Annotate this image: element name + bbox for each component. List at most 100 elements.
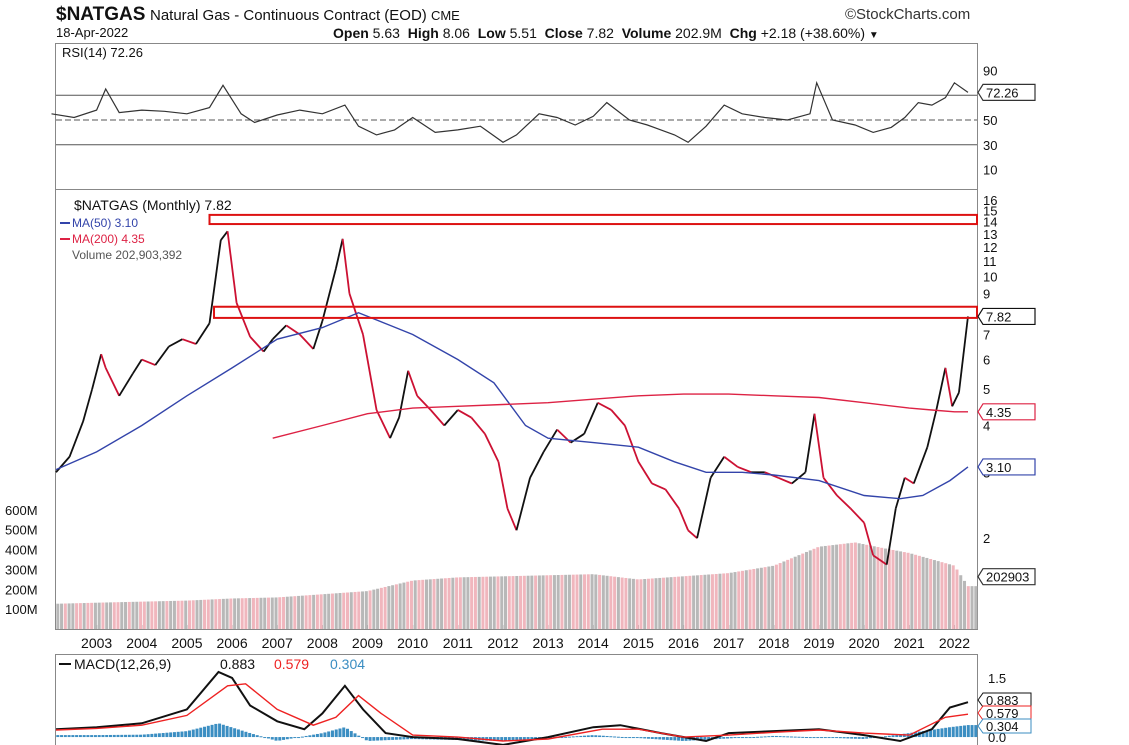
open-label: Open bbox=[333, 25, 369, 41]
price-segment bbox=[375, 409, 391, 439]
volume-bar bbox=[947, 564, 951, 629]
volume-bar bbox=[868, 545, 872, 629]
volume-bar bbox=[507, 576, 511, 629]
macd-hist-bar bbox=[297, 737, 301, 739]
volume-bar bbox=[842, 543, 846, 629]
macd-hist-bar bbox=[402, 737, 406, 740]
volume-bar bbox=[203, 599, 207, 629]
price-segment bbox=[484, 433, 500, 463]
macd-hist-bar bbox=[391, 737, 395, 740]
volume-value: 202.9M bbox=[675, 25, 722, 41]
volume-bar bbox=[816, 547, 820, 629]
macd-hist-bar bbox=[488, 737, 492, 741]
macd-hist-bar bbox=[195, 728, 199, 738]
volume-tick-600: 600M bbox=[5, 503, 38, 518]
volume-bar bbox=[236, 598, 240, 629]
volume-bar bbox=[312, 594, 316, 629]
macd-hist-bar bbox=[966, 725, 970, 738]
volume-bar bbox=[646, 578, 650, 629]
macd-hist-bar bbox=[774, 735, 778, 738]
price-segment bbox=[951, 392, 960, 407]
volume-bar bbox=[195, 600, 199, 629]
macd-hist-bar bbox=[891, 735, 895, 738]
volume-bar bbox=[379, 587, 383, 629]
x-tick-label: 2009 bbox=[352, 635, 383, 651]
price-segment bbox=[863, 522, 875, 556]
macd-hist-bar bbox=[221, 724, 225, 738]
price-segment bbox=[285, 324, 301, 336]
close-label: Close bbox=[544, 25, 583, 41]
price-segment bbox=[583, 402, 599, 435]
volume-bar bbox=[440, 578, 444, 629]
chg-value: +2.18 (+38.60%) bbox=[760, 25, 866, 41]
volume-bar bbox=[710, 574, 714, 629]
macd-hist-bar bbox=[383, 737, 387, 741]
volume-tick-400: 400M bbox=[5, 543, 38, 558]
volume-bar bbox=[105, 602, 109, 629]
volume-bar bbox=[714, 573, 718, 629]
macd-hist-bar bbox=[631, 737, 635, 739]
macd-hist-bar bbox=[361, 737, 365, 739]
volume-bar bbox=[116, 602, 120, 629]
price-tick-5: 5 bbox=[983, 382, 990, 397]
macd-hist-bar bbox=[353, 733, 357, 738]
volume-bar bbox=[124, 602, 128, 629]
volume-bar bbox=[778, 563, 782, 629]
macd-hist-bar bbox=[214, 723, 218, 738]
x-tick-label: 2022 bbox=[939, 635, 970, 651]
macd-hist-bar bbox=[266, 737, 270, 739]
volume-bar bbox=[929, 558, 933, 629]
macd-hist-bar bbox=[857, 737, 861, 739]
price-segment bbox=[804, 413, 816, 473]
volume-bar bbox=[206, 599, 210, 629]
macd-hist-bar bbox=[176, 731, 180, 738]
volume-bar bbox=[413, 580, 417, 629]
volume-bar bbox=[756, 568, 760, 629]
volume-bar bbox=[255, 597, 259, 629]
volume-bar bbox=[146, 601, 150, 629]
volume-bar bbox=[703, 574, 707, 629]
volume-bar bbox=[139, 601, 143, 629]
volume-bar bbox=[127, 601, 131, 629]
price-segment bbox=[68, 421, 84, 458]
volume-bar bbox=[692, 575, 696, 629]
volume-bar bbox=[391, 585, 395, 629]
volume-bar bbox=[974, 586, 978, 629]
macd-hist-bar bbox=[658, 737, 662, 740]
volume-bar bbox=[274, 597, 278, 629]
price-segment bbox=[141, 358, 156, 366]
macd-hist-bar bbox=[105, 734, 109, 738]
volume-bar bbox=[97, 602, 101, 629]
macd-hist-bar bbox=[78, 735, 82, 738]
volume-bar bbox=[662, 577, 666, 629]
macd-hist-bar bbox=[820, 737, 824, 739]
macd-hist-bar bbox=[67, 735, 71, 738]
volume-bar bbox=[86, 602, 90, 629]
volume-bar bbox=[308, 595, 312, 629]
symbol-title: $NATGAS bbox=[56, 4, 146, 25]
price-segment bbox=[497, 461, 509, 509]
volume-bar bbox=[387, 586, 391, 629]
volume-bar bbox=[225, 598, 229, 629]
volume-bar bbox=[737, 571, 741, 629]
price-segment bbox=[935, 367, 947, 411]
volume-bar bbox=[786, 559, 790, 629]
volume-bar bbox=[511, 576, 515, 629]
macd-hist-bar bbox=[398, 737, 402, 740]
volume-bar bbox=[741, 570, 745, 629]
volume-bar bbox=[549, 575, 553, 629]
volume-bar bbox=[251, 597, 255, 629]
volume-bar bbox=[680, 576, 684, 629]
volume-bar bbox=[853, 542, 857, 629]
price-segment bbox=[457, 409, 472, 419]
macd-hist-bar bbox=[669, 737, 673, 741]
volume-bar bbox=[161, 601, 165, 629]
volume-bar bbox=[75, 603, 79, 629]
volume-bar bbox=[823, 545, 827, 629]
macd-hist-bar bbox=[255, 735, 259, 738]
macd-hist-bar bbox=[778, 736, 782, 738]
price-segment bbox=[836, 494, 852, 510]
macd-hist-bar bbox=[142, 734, 146, 738]
macd-hist-bar bbox=[135, 734, 139, 738]
volume-bar bbox=[797, 555, 801, 629]
